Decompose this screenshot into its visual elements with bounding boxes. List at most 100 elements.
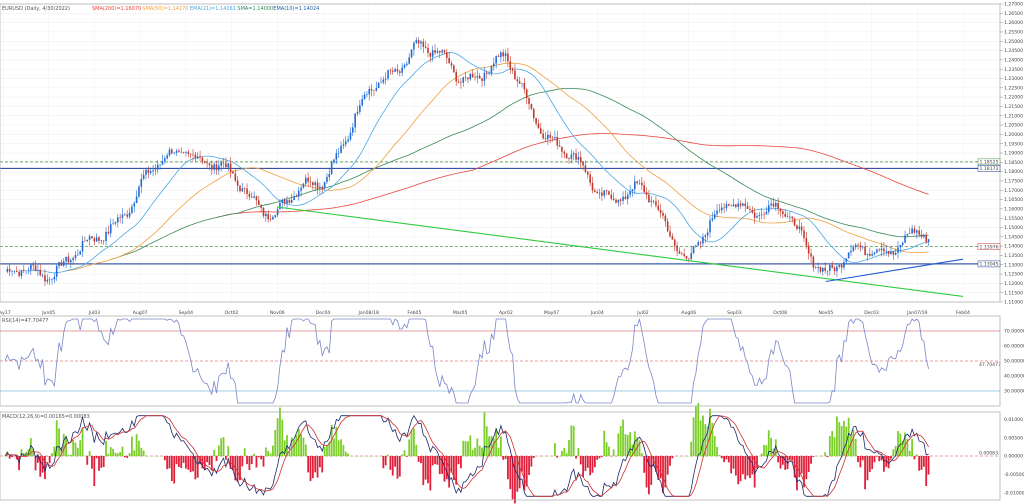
time-tick-label: Sep04 bbox=[179, 310, 194, 316]
macd-hist-bar-up bbox=[135, 434, 138, 457]
candle-down bbox=[892, 251, 895, 255]
candle-down bbox=[485, 72, 488, 74]
overlay-legend-item: EMA(10)=1.14024 bbox=[273, 6, 319, 12]
candle-down bbox=[784, 213, 786, 217]
candle-down bbox=[645, 192, 648, 195]
price-tick-label: 1.12500 bbox=[1004, 272, 1023, 278]
candle-up bbox=[342, 144, 345, 146]
macd-hist-bar-up bbox=[131, 436, 133, 457]
macd-hist-bar-down bbox=[648, 456, 650, 495]
macd-hist-bar-down bbox=[309, 456, 312, 482]
rsi-label: RSI(14)=47.70477 bbox=[2, 318, 48, 324]
candle-down bbox=[803, 230, 805, 238]
macd-hist-bar-up bbox=[387, 454, 389, 457]
candle-down bbox=[201, 157, 204, 162]
candle-up bbox=[159, 164, 161, 166]
macd-hist-bar-down bbox=[15, 456, 18, 460]
candle-up bbox=[330, 162, 333, 174]
candle-up bbox=[436, 51, 439, 53]
candle-up bbox=[431, 50, 434, 57]
macd-hist-bar-up bbox=[711, 422, 714, 457]
macd-hist-bar-up bbox=[824, 452, 827, 457]
macd-hist-bar-up bbox=[847, 417, 850, 457]
candle-up bbox=[368, 89, 371, 95]
candle-up bbox=[227, 163, 230, 168]
candle-down bbox=[250, 196, 253, 198]
macd-hist-bar-up bbox=[770, 437, 772, 457]
macd-hist-bar-up bbox=[474, 447, 476, 457]
candle-up bbox=[335, 153, 338, 160]
price-tick-label: 1.21000 bbox=[1004, 113, 1023, 119]
macd-hist-bar-up bbox=[109, 447, 112, 457]
candle-up bbox=[340, 145, 342, 153]
macd-hist-bar-down bbox=[579, 456, 582, 465]
macd-tick-label: -0.01000 bbox=[1004, 490, 1024, 496]
candle-down bbox=[182, 152, 185, 153]
candle-up bbox=[890, 251, 892, 254]
macd-hist-bar-down bbox=[436, 456, 439, 465]
candle-up bbox=[79, 251, 81, 255]
candle-down bbox=[594, 190, 596, 193]
candle-up bbox=[112, 223, 114, 225]
time-tick-label: Sep03 bbox=[727, 310, 742, 316]
price-tick-label: 1.25500 bbox=[1004, 30, 1023, 36]
candle-down bbox=[211, 165, 213, 170]
macd-hist-bar-down bbox=[727, 456, 730, 463]
candle-up bbox=[265, 213, 267, 217]
time-tick-label: Feb04 bbox=[956, 310, 970, 316]
price-marker-box bbox=[977, 243, 1001, 250]
overlay-legend-item: SMA(50)=1.14270 bbox=[142, 6, 188, 12]
candle-down bbox=[739, 203, 742, 206]
macd-hist-bar-up bbox=[276, 418, 279, 457]
macd-hist-bar-down bbox=[201, 456, 204, 469]
candle-up bbox=[241, 188, 244, 192]
price-axis[interactable]: 1.27000 1.26500 1.26000 1.25500 1.25000 1.245… bbox=[1000, 2, 1023, 306]
price-tick-label: 1.26000 bbox=[1004, 20, 1023, 26]
candle-up bbox=[923, 235, 925, 237]
trendlines-layer[interactable] bbox=[277, 206, 964, 297]
macd-tick-label: 0.01000 bbox=[1004, 417, 1023, 423]
macd-hist-bar-down bbox=[671, 456, 674, 459]
candle-up bbox=[817, 266, 819, 268]
price-tick-label: 1.14000 bbox=[1004, 244, 1023, 250]
candles-layer bbox=[6, 37, 930, 286]
candle-up bbox=[359, 105, 361, 112]
time-tick-label: Jun04 bbox=[590, 310, 604, 316]
candle-up bbox=[65, 256, 67, 262]
macd-hist-bar-down bbox=[182, 456, 185, 463]
macd-hist-bar-down bbox=[39, 456, 42, 477]
macd-hist-bar-up bbox=[58, 428, 60, 457]
candle-down bbox=[102, 240, 105, 242]
macd-hist-bar-down bbox=[420, 456, 422, 464]
macd-hist-bar-up bbox=[702, 415, 704, 457]
macd-hist-bar-up bbox=[290, 437, 293, 457]
macd-hist-bar-down bbox=[448, 456, 451, 488]
macd-hist-bar-up bbox=[612, 449, 615, 457]
macd-hist-bar-up bbox=[328, 441, 331, 457]
candle-up bbox=[328, 173, 331, 177]
candle-down bbox=[612, 198, 615, 200]
candle-up bbox=[603, 190, 606, 196]
candle-up bbox=[462, 77, 465, 83]
macd-hist-bar-down bbox=[749, 456, 751, 478]
price-marker-label: 1.18525 bbox=[980, 160, 999, 166]
time-axis[interactable]: May17 Jun05 Jul03 Aug07 Sep04 Oct02 Nov06 Dec04… bbox=[0, 310, 970, 316]
candle-up bbox=[142, 174, 145, 179]
macd-hist-bar-up bbox=[624, 434, 627, 457]
macd-hist-bar-down bbox=[734, 456, 737, 476]
macd-hist-bar-up bbox=[568, 440, 570, 457]
candle-down bbox=[584, 165, 587, 172]
macd-hist-bar-up bbox=[264, 447, 267, 457]
candle-up bbox=[695, 245, 697, 247]
candle-down bbox=[44, 275, 46, 282]
macd-hist-bar-down bbox=[246, 456, 248, 465]
rsi-pane-border bbox=[0, 315, 1001, 407]
candle-up bbox=[152, 170, 154, 172]
price-tick-label: 1.22000 bbox=[1004, 95, 1023, 101]
candle-up bbox=[758, 215, 761, 217]
candle-up bbox=[41, 275, 44, 276]
candle-down bbox=[840, 265, 843, 268]
candle-down bbox=[215, 164, 218, 171]
